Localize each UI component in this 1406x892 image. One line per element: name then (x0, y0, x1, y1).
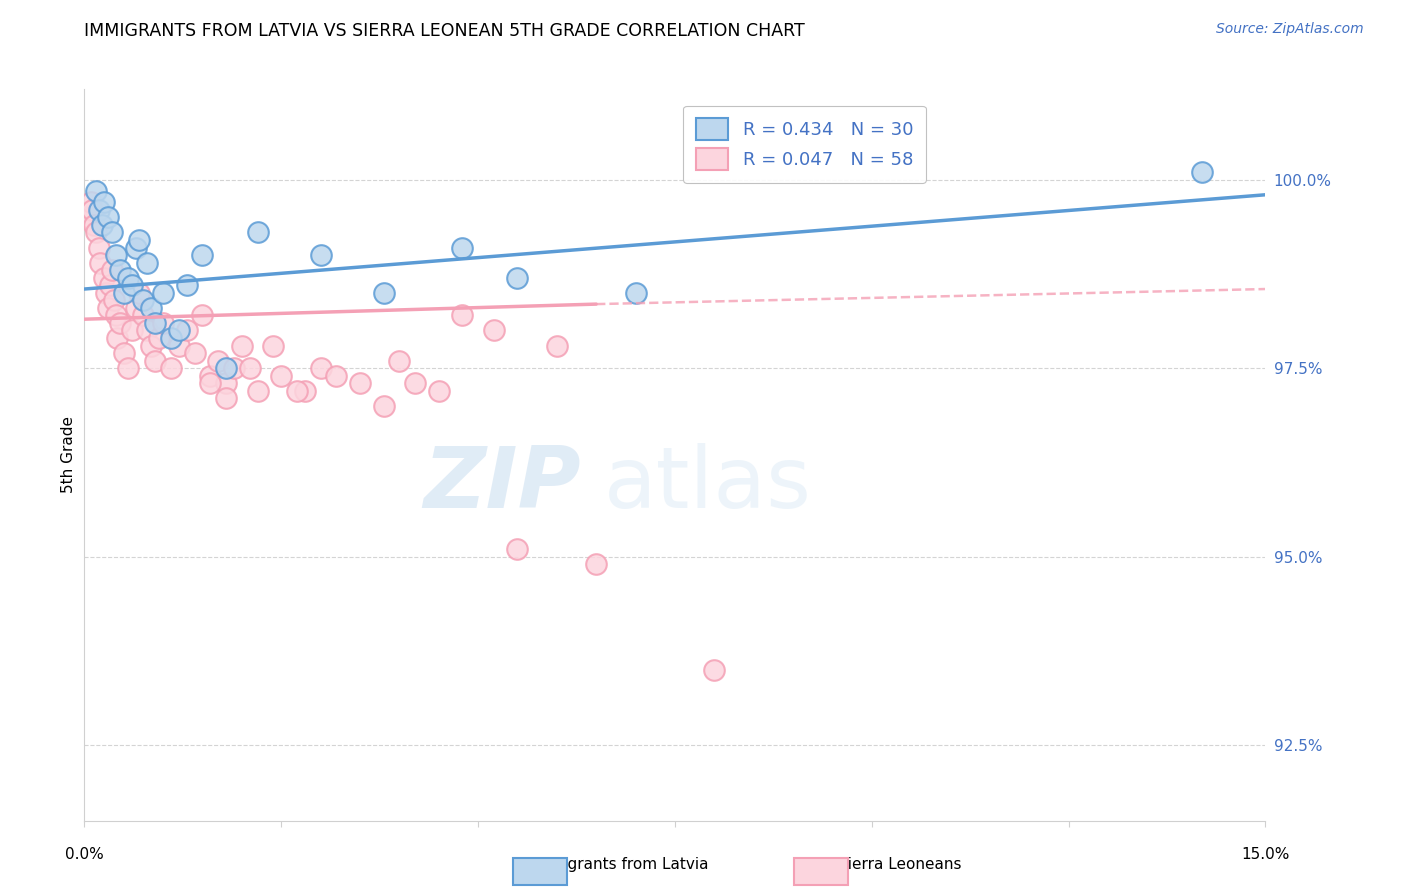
Text: 0.0%: 0.0% (65, 847, 104, 862)
Point (124, 301, 146, 315)
Point (124, 241, 146, 255)
Point (121, 278, 143, 293)
Point (246, 226, 269, 240)
Point (112, 346, 135, 360)
Point (404, 376, 426, 391)
Point (167, 338, 190, 352)
Point (270, 368, 292, 383)
Point (349, 376, 371, 391)
Point (388, 353, 411, 368)
Point (200, 368, 222, 383)
Point (160, 331, 183, 345)
Point (231, 338, 253, 352)
Point (222, 361, 245, 376)
Point (97, 211, 120, 225)
Point (87, 202, 110, 217)
Text: atlas: atlas (605, 442, 813, 525)
Point (506, 542, 529, 557)
Point (176, 278, 198, 293)
Point (141, 338, 163, 352)
Point (84, 226, 107, 240)
Point (309, 361, 332, 376)
Point (93, 270, 115, 285)
Point (176, 324, 198, 338)
Point (451, 309, 474, 323)
Point (132, 293, 155, 308)
Point (246, 384, 269, 398)
Point (546, 338, 568, 352)
Point (373, 399, 395, 413)
Text: IMMIGRANTS FROM LATVIA VS SIERRA LEONEAN 5TH GRADE CORRELATION CHART: IMMIGRANTS FROM LATVIA VS SIERRA LEONEAN… (84, 22, 806, 40)
Point (373, 285, 395, 300)
Point (143, 316, 166, 330)
Point (82, 202, 104, 217)
Point (200, 376, 222, 391)
Point (128, 233, 150, 247)
Point (101, 263, 124, 277)
Point (104, 309, 127, 323)
Point (427, 384, 450, 398)
Point (117, 361, 139, 376)
Text: Source: ZipAtlas.com: Source: ZipAtlas.com (1216, 22, 1364, 37)
Point (207, 353, 229, 368)
Point (141, 301, 163, 315)
Point (285, 384, 308, 398)
Point (160, 361, 183, 376)
Text: Immigrants from Latvia: Immigrants from Latvia (529, 857, 709, 872)
Point (132, 309, 155, 323)
Point (239, 361, 262, 376)
Point (451, 241, 474, 255)
Text: 15.0%: 15.0% (1241, 847, 1289, 862)
Point (96, 285, 118, 300)
Point (1191, 165, 1213, 179)
Point (183, 346, 205, 360)
Point (703, 663, 725, 677)
Point (215, 392, 238, 406)
Point (98, 278, 121, 293)
Text: ZIP: ZIP (423, 442, 581, 525)
Point (294, 384, 316, 398)
Point (108, 316, 131, 330)
Point (117, 270, 139, 285)
Point (215, 376, 238, 391)
Point (87, 241, 110, 255)
Point (104, 248, 127, 262)
Point (90, 218, 112, 232)
Y-axis label: 5th Grade: 5th Grade (60, 417, 76, 493)
Point (136, 255, 159, 269)
Point (89, 255, 111, 269)
Text: Sierra Leoneans: Sierra Leoneans (838, 857, 962, 872)
Point (309, 248, 332, 262)
Point (83, 218, 105, 232)
Point (191, 248, 214, 262)
Point (136, 324, 159, 338)
Point (167, 324, 190, 338)
Legend: R = 0.434   N = 30, R = 0.047   N = 58: R = 0.434 N = 30, R = 0.047 N = 58 (683, 105, 925, 183)
Point (215, 361, 238, 376)
Point (108, 263, 131, 277)
Point (325, 368, 347, 383)
Point (585, 558, 607, 572)
Point (103, 293, 125, 308)
Point (624, 285, 647, 300)
Point (107, 331, 129, 345)
Point (128, 285, 150, 300)
Point (262, 338, 284, 352)
Point (101, 226, 124, 240)
Point (152, 285, 174, 300)
Point (77, 211, 100, 225)
Point (148, 331, 170, 345)
Point (112, 285, 135, 300)
Point (121, 324, 143, 338)
Point (84, 184, 107, 198)
Point (143, 353, 166, 368)
Point (482, 324, 505, 338)
Point (97, 301, 120, 315)
Point (191, 309, 214, 323)
Point (152, 316, 174, 330)
Point (93, 195, 115, 210)
Point (506, 270, 529, 285)
Point (79, 195, 101, 210)
